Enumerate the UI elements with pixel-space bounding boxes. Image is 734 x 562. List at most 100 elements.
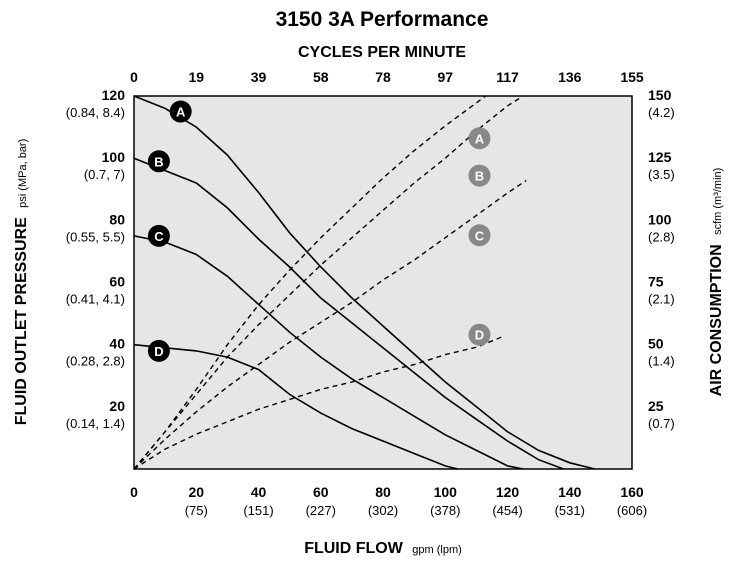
y2-tick-sublabel: (2.1) [648,292,675,307]
y-tick-label: 120 [102,87,126,103]
pressure-badge-label: D [154,344,163,359]
air-curve-b [133,95,524,470]
y-axis-label: FLUID OUTLET PRESSURE [13,217,30,425]
x2-tick-label: 58 [313,69,329,85]
x-tick-sublabel: (75) [185,503,208,518]
air-badge-label: A [475,131,485,146]
air-badge-label: B [475,169,484,184]
y2-tick-sublabel: (3.5) [648,167,675,182]
pressure-badge-a: A [169,100,192,123]
pressure-curves [133,95,595,470]
air-consumption-curves [133,95,527,470]
air-curve-c [133,179,527,470]
x-tick-sublabel: (151) [243,503,273,518]
y2-tick-label: 100 [648,211,672,227]
x2-tick-label: 97 [437,69,453,85]
y-tick-sublabel: (0.14, 1.4) [66,416,125,431]
pressure-badge-circle [147,224,170,247]
pressure-badge-b: B [147,150,170,173]
y2-axis-title: AIR CONSUMPTION scfm (m³/min) [708,168,725,397]
x-tick-sublabel: (227) [306,503,336,518]
y2-axis-label: AIR CONSUMPTION [708,244,725,396]
x2-tick-label: 19 [188,69,204,85]
plot-area [133,95,633,470]
x-tick-label: 140 [558,484,582,500]
x-tick-sublabel: (302) [368,503,398,518]
air-badge-circle [468,164,491,187]
pressure-badge-d: D [147,339,170,362]
y-tick-label: 20 [109,398,125,414]
y2-tick-label: 50 [648,336,664,352]
air-badge-circle [468,127,491,150]
pressure-badge-circle [147,339,170,362]
y-axis-title: FLUID OUTLET PRESSURE psi (MPa, bar) [13,139,30,426]
y-tick-sublabel: (0.28, 2.8) [66,354,125,369]
y2-tick-label: 75 [648,274,664,290]
pressure-curve-d [133,343,458,470]
x-tick-label: 80 [375,484,391,500]
x2-axis-ticks: 0 19 39 58 78 97 117 136 155 [130,69,644,85]
x-tick-sublabel: (531) [555,503,585,518]
x2-tick-label: 117 [496,69,519,85]
x2-tick-label: 78 [375,69,391,85]
x-tick-label: 20 [188,484,204,500]
y2-tick-label: 25 [648,398,664,414]
y-axis-ticks: 120 (0.84, 8.4) 100 (0.7, 7) 80 (0.55, 5.5) 60… [66,87,125,431]
x-tick-label: 100 [434,484,458,500]
x-axis-ticks: 0 20 (75) 40 (151) 60 (227) 80 (302) 100 (378) 120 (… [130,484,647,518]
x-axis-label: FLUID FLOW [304,540,404,557]
y-tick-sublabel: (0.41, 4.1) [66,292,125,307]
air-badge-label: C [475,228,485,243]
x2-tick-label: 0 [130,69,138,85]
air-badge-label: D [475,328,484,343]
y-tick-label: 100 [102,149,126,165]
air-badge-a: A [468,127,491,150]
air-badge-c: C [468,224,491,247]
y-tick-sublabel: (0.7, 7) [84,167,125,182]
air-badge-d: D [468,323,491,346]
x2-tick-label: 155 [620,69,644,85]
pressure-badge-label: A [176,105,186,120]
x-tick-sublabel: (454) [492,503,522,518]
y2-tick-sublabel: (4.2) [648,105,675,120]
x2-tick-label: 39 [251,69,267,85]
y2-tick-sublabel: (0.7) [648,416,675,431]
x-axis-unit: gpm (lpm) [412,544,462,556]
x-tick-label: 0 [130,484,138,500]
pressure-badge-label: C [154,229,164,244]
x-tick-sublabel: (606) [617,503,647,518]
y-tick-label: 80 [109,211,125,227]
pressure-badge-label: B [154,154,163,169]
y2-tick-sublabel: (1.4) [648,354,675,369]
y2-axis-unit: scfm (m³/min) [712,168,724,235]
pressure-curve-c [133,235,524,470]
pressure-badge-circle [147,150,170,173]
air-badge-circle [468,323,491,346]
y2-tick-label: 125 [648,149,672,165]
x-axis-title: FLUID FLOW gpm (lpm) [304,540,462,557]
chart-title: 3150 3A Performance [276,8,489,31]
y2-tick-sublabel: (2.8) [648,229,675,244]
x2-axis-title: CYCLES PER MINUTE [298,44,466,61]
pressure-badge-c: C [147,224,170,247]
y-tick-label: 40 [109,336,125,352]
y-axis-unit: psi (MPa, bar) [17,139,29,208]
air-curve-d [133,336,502,470]
x-tick-label: 120 [496,484,520,500]
y-tick-sublabel: (0.55, 5.5) [66,229,125,244]
x2-tick-label: 136 [558,69,582,85]
air-badge-b: B [468,164,491,187]
pressure-curve-a [133,95,595,470]
x-tick-label: 40 [251,484,267,500]
curve-badges: A B C D A B C D [147,100,491,362]
pressure-curve-b [133,157,564,470]
x-tick-label: 60 [313,484,329,500]
y-tick-sublabel: (0.84, 8.4) [66,105,125,120]
air-curve-a [133,95,487,470]
y2-axis-ticks: 150 (4.2) 125 (3.5) 100 (2.8) 75 (2.1) 50 (1.4) 25… [648,87,675,431]
pressure-badge-circle [169,100,192,123]
x-tick-sublabel: (378) [430,503,460,518]
y-tick-label: 60 [109,274,125,290]
x-tick-label: 160 [620,484,644,500]
